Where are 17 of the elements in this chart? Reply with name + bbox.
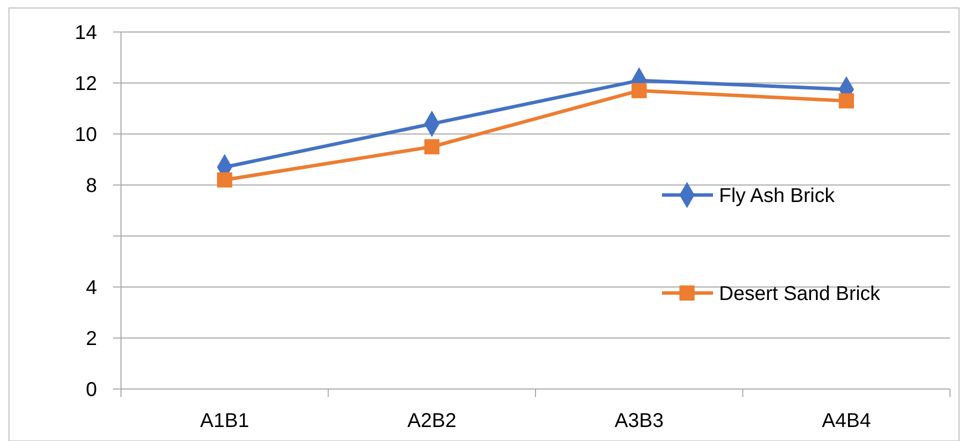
y-tick-label: 8: [86, 175, 97, 197]
x-tick-label: A4B4: [822, 410, 871, 432]
y-tick-label: 14: [74, 22, 97, 44]
y-tick-label: 12: [74, 73, 97, 95]
legend-label: Desert Sand Brick: [719, 283, 882, 305]
y-tick-label: 0: [86, 379, 97, 401]
legend-label: Fly Ash Brick: [719, 185, 836, 207]
y-tick-label: 4: [86, 277, 97, 299]
point: [838, 93, 854, 108]
y-tick-label: 2: [86, 328, 97, 350]
point: [217, 172, 232, 188]
y-tick-label: 10: [74, 124, 97, 146]
x-tick-label: A2B2: [407, 410, 456, 432]
x-tick-label: A1B1: [200, 410, 250, 432]
point: [632, 83, 647, 98]
x-tick-label: A3B3: [614, 410, 664, 432]
point: [424, 139, 440, 154]
